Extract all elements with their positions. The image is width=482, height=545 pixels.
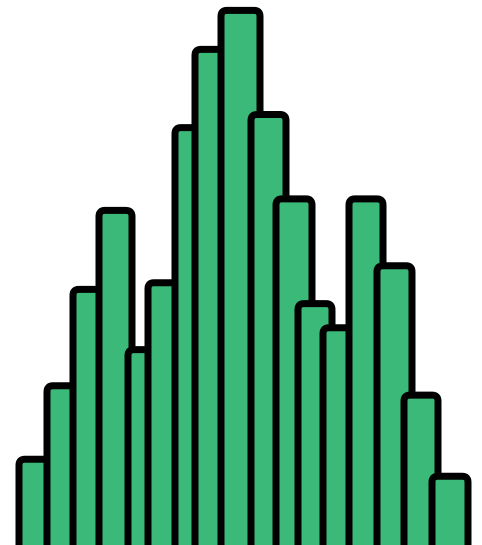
columns-group	[15, 6, 472, 545]
green-column	[95, 206, 136, 545]
green-column	[428, 472, 472, 545]
